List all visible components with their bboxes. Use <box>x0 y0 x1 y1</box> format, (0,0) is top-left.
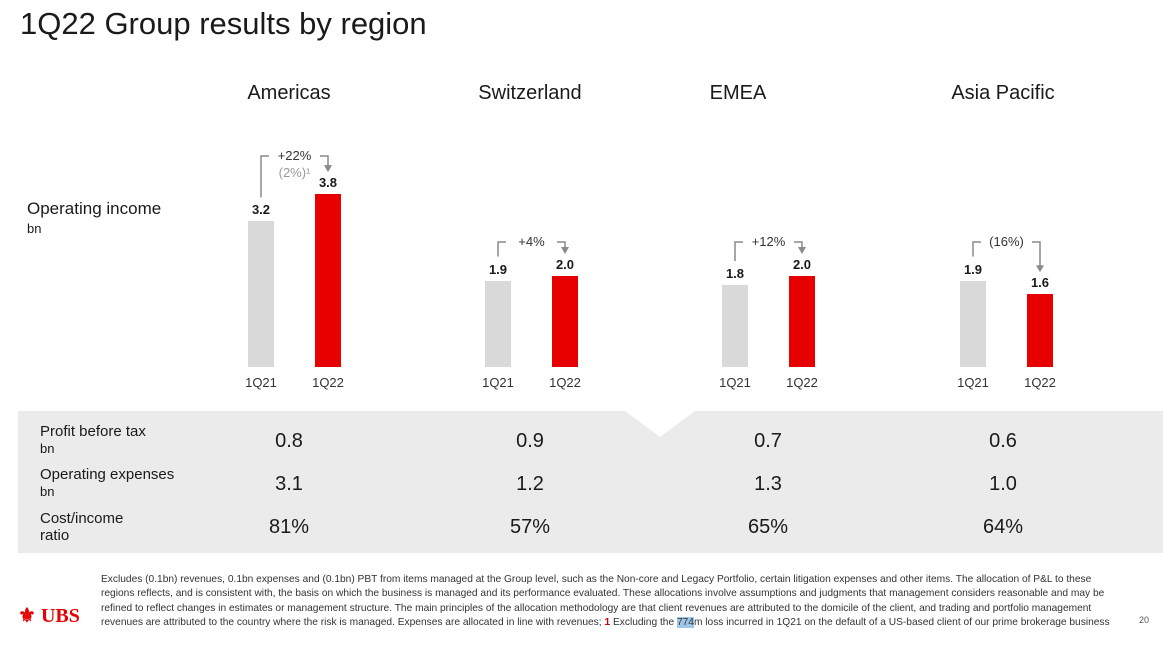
pbt-unit: bn <box>40 441 55 456</box>
table-cell-opex: 1.2 <box>516 473 544 495</box>
pbt-label-text: Profit before tax <box>40 423 146 440</box>
footnote-highlight: 774 <box>676 617 694 629</box>
table-cell-pbt: 0.8 <box>275 430 303 452</box>
change-sub-label: (2%)¹ <box>278 165 311 180</box>
operating-income-unit: bn <box>27 221 42 236</box>
table-cell-pbt: 0.7 <box>754 430 782 452</box>
opex-label: Operating expenses bn <box>40 466 174 500</box>
footnote: Excludes (0.1bn) revenues, 0.1bn expense… <box>101 573 1121 631</box>
ci-label: Cost/income ratio <box>40 510 123 544</box>
logo-text: UBS <box>40 605 80 627</box>
bar-value-label: 2.0 <box>792 257 812 272</box>
arrow-down-icon <box>798 247 806 254</box>
arrow-down-icon <box>1036 265 1044 273</box>
footnote-post: m loss incurred in 1Q21 on the default o… <box>693 617 1110 629</box>
arrow-down-icon <box>561 247 569 254</box>
pbt-label: Profit before tax bn <box>40 423 146 457</box>
change-brackets <box>260 155 1044 273</box>
table-cell-opex: 3.1 <box>275 473 303 495</box>
table-cell-opex: 1.3 <box>754 473 782 495</box>
bar-1q21 <box>485 280 511 367</box>
x-tick-label: 1Q21 <box>245 375 277 390</box>
footnote-pre: Excluding the <box>610 617 677 629</box>
page-number: 20 <box>1139 615 1150 625</box>
arrow-down-icon <box>324 165 332 173</box>
bar-1q22 <box>789 276 815 367</box>
x-tick-label: 1Q21 <box>957 375 989 390</box>
change-label: +12% <box>751 234 786 249</box>
x-tick-label: 1Q21 <box>482 375 514 390</box>
table-cell-opex: 1.0 <box>989 473 1017 495</box>
bar-value-label: 1.6 <box>1030 275 1050 291</box>
metrics-table <box>18 411 1163 553</box>
opex-unit: bn <box>40 484 55 499</box>
table-notch <box>625 411 695 437</box>
x-tick-label: 1Q22 <box>786 375 818 390</box>
ubs-logo: ⚜ UBS <box>18 605 80 627</box>
bracket-left <box>260 155 269 198</box>
footnote-number: 1 <box>604 617 611 629</box>
bar-value-label: 3.2 <box>251 202 271 218</box>
ci-label-text: Cost/income <box>40 510 124 527</box>
region-title: EMEA <box>709 82 767 104</box>
bar-1q21 <box>722 285 748 367</box>
bar-value-label: 1.8 <box>725 266 745 282</box>
table-cell-ci: 57% <box>509 516 551 538</box>
x-tick-label: 1Q22 <box>549 375 581 390</box>
footnote-main: Excludes (0.1bn) revenues, 0.1bn expense… <box>101 574 1105 629</box>
opex-label-text: Operating expenses <box>40 466 175 483</box>
bracket-right <box>1032 241 1041 269</box>
table-cell-pbt: 0.6 <box>989 430 1017 452</box>
bar-1q22 <box>552 276 578 367</box>
bracket-left <box>497 241 506 257</box>
bracket-left <box>734 241 743 262</box>
page-title: 1Q22 Group results by region <box>20 6 427 41</box>
bar-value-label: 3.8 <box>318 175 338 191</box>
bar-value-label: 1.9 <box>488 261 508 277</box>
bar-1q22 <box>1027 294 1053 367</box>
table-cell-ci: 65% <box>747 516 789 538</box>
bar-1q22 <box>315 194 341 367</box>
bar-1q21 <box>248 221 274 367</box>
table-cell-pbt: 0.9 <box>516 430 544 452</box>
change-label: +4% <box>518 234 545 249</box>
change-label: (16%) <box>989 234 1024 249</box>
bar-1q21 <box>960 280 986 367</box>
bracket-right <box>320 155 329 169</box>
bracket-left <box>972 241 981 257</box>
table-cell-ci: 81% <box>268 516 310 538</box>
x-tick-label: 1Q22 <box>1024 375 1056 390</box>
region-title: Switzerland <box>478 82 582 104</box>
x-tick-label: 1Q21 <box>719 375 751 390</box>
operating-income-label: Operating income <box>27 199 162 218</box>
region-title: Asia Pacific <box>951 82 1055 104</box>
change-label: +22% <box>277 148 312 163</box>
x-tick-label: 1Q22 <box>312 375 344 390</box>
ci-unit: ratio <box>40 527 70 544</box>
bar-value-label: 2.0 <box>555 257 575 272</box>
table-cell-ci: 64% <box>982 516 1024 538</box>
region-title: Americas <box>247 82 331 104</box>
bar-value-label: 1.9 <box>963 261 983 277</box>
